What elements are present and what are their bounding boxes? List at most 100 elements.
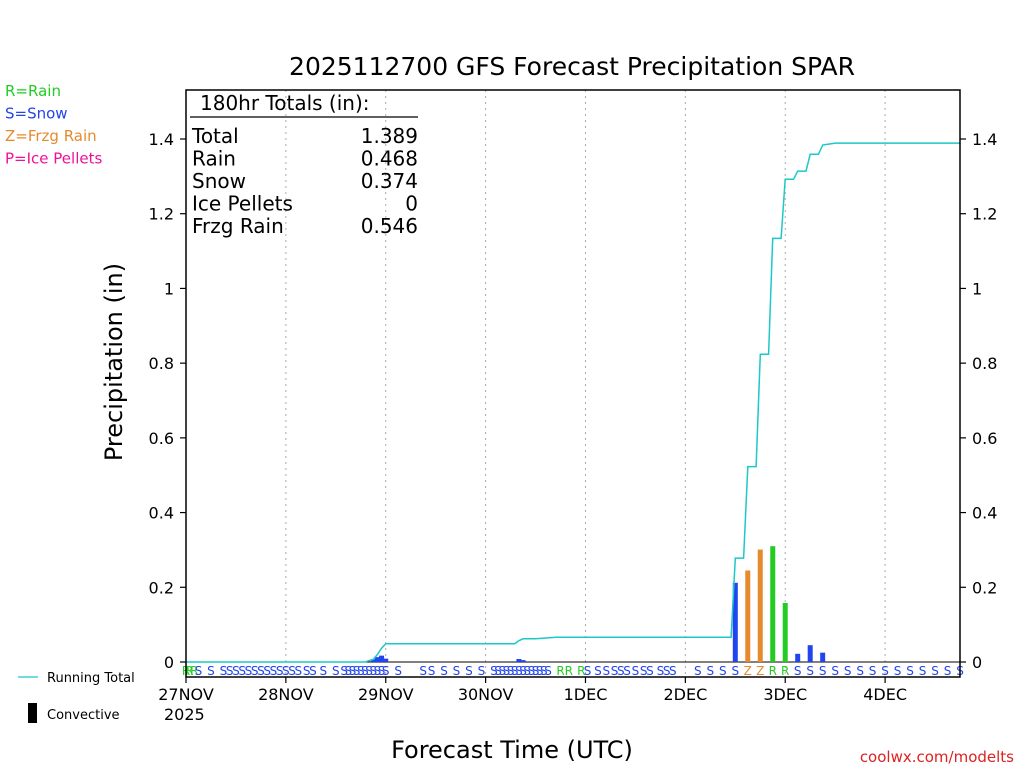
ptype-letter: R	[185, 664, 193, 678]
ptype-letter: S	[944, 664, 952, 678]
x-tick-label: 27NOV	[158, 685, 214, 704]
totals-row-value: 0	[405, 192, 418, 216]
ptype-letter: S	[856, 664, 864, 678]
ptype-letter: S	[394, 664, 402, 678]
ptype-letter: S	[309, 664, 317, 678]
ptype-letter: S	[511, 664, 519, 678]
ptype-letter: R	[781, 664, 789, 678]
ptype-letter: S	[794, 664, 802, 678]
ptype-letter: S	[382, 664, 390, 678]
y-tick-label-left: 0.8	[149, 354, 174, 373]
ptype-letter: S	[544, 664, 552, 678]
precip-bar	[374, 657, 380, 662]
ptype-letter: S	[349, 664, 357, 678]
y-tick-label-left: 1.2	[149, 205, 174, 224]
axes-layer: 0 0 0.2 0.2 0.4 0.4 0.6 0.6 0.8 0.8 1 1 1.2 1.2 1.4 1.4…	[149, 89, 997, 704]
plot-frame	[185, 89, 961, 678]
ptype-letter: S	[332, 664, 340, 678]
precip-bar	[807, 645, 813, 662]
ptype-letter: R	[190, 664, 198, 678]
ptype-letter: S	[490, 664, 498, 678]
precip-bar	[745, 570, 751, 662]
ptype-letter: S	[632, 664, 640, 678]
ptype-letter: S	[282, 664, 290, 678]
ptype-letter: S	[540, 664, 548, 678]
y-tick-label-right: 1.2	[972, 205, 997, 224]
bottom-legend: Running Total Convective	[18, 671, 135, 723]
totals-row-label: Rain	[192, 147, 236, 171]
ptype-letter: S	[844, 664, 852, 678]
totals-row-value: 1.389	[361, 124, 418, 148]
ptype-letter: S	[374, 664, 382, 678]
ptype-legend-item: P=Ice Pellets	[5, 150, 102, 168]
ptype-letter: S	[503, 664, 511, 678]
ptype-legend-item: Z=Frzg Rain	[5, 127, 97, 145]
ptype-letter: S	[220, 664, 228, 678]
ptype-letter: S	[819, 664, 827, 678]
ptype-legend: R=Rain S=Snow Z=Frzg Rain P=Ice Pellets	[5, 82, 102, 168]
convective-legend-swatch	[28, 703, 37, 723]
ptype-letter: S	[276, 664, 284, 678]
y-axis-title: Precipitation (in)	[100, 263, 128, 461]
chart-title: 2025112700 GFS Forecast Precipitation SP…	[289, 52, 855, 81]
ptype-letter: S	[270, 664, 278, 678]
x-axis-title: Forecast Time (UTC)	[391, 736, 633, 764]
ptype-letter: S	[731, 664, 739, 678]
x-tick-label: 3DEC	[763, 685, 807, 704]
precip-bar	[820, 652, 826, 662]
ptype-letter: S	[532, 664, 540, 678]
ptype-letter: S	[640, 664, 648, 678]
ptype-letter: S	[623, 664, 631, 678]
ptype-letter: S	[881, 664, 889, 678]
ptype-letter: S	[320, 664, 328, 678]
ptype-letter: S	[519, 664, 527, 678]
ptype-letter: S	[584, 664, 592, 678]
totals-row-value: 0.468	[361, 147, 418, 171]
ptype-letter: S	[344, 664, 352, 678]
y-tick-label-right: 0.6	[972, 429, 997, 448]
ptype-letter: S	[428, 664, 436, 678]
y-tick-label-right: 0.4	[972, 504, 997, 523]
ptype-letter: S	[663, 664, 671, 678]
ptype-letter: S	[494, 664, 502, 678]
ptype-letter: S	[869, 664, 877, 678]
ptype-letter: S	[617, 664, 625, 678]
totals-row-label: Snow	[192, 169, 246, 193]
ptype-letter: S	[536, 664, 544, 678]
ptype-letter: S	[694, 664, 702, 678]
running-total-line	[186, 142, 960, 663]
ptype-letter: S	[295, 664, 303, 678]
precip-bar	[757, 549, 763, 662]
ptype-letter: S	[669, 664, 677, 678]
ptype-letter: Z	[756, 664, 764, 678]
ptype-letter: S	[831, 664, 839, 678]
ptype-letter: S	[353, 664, 361, 678]
precip-bar	[520, 660, 526, 662]
ptype-legend-item: S=Snow	[5, 105, 68, 123]
y-tick-label-left: 1	[164, 279, 174, 298]
ptype-letter: S	[226, 664, 234, 678]
ptype-letter: S	[378, 664, 386, 678]
year-label: 2025	[164, 705, 205, 724]
ptype-letter: R	[769, 664, 777, 678]
precip-bar	[770, 546, 776, 662]
bars-layer	[370, 546, 826, 662]
ptype-letter: S	[507, 664, 515, 678]
x-tick-label: 29NOV	[358, 685, 414, 704]
ptype-letter: S	[523, 664, 531, 678]
precip-bar	[516, 659, 522, 662]
ptype-letter: S	[707, 664, 715, 678]
ptype-letter: S	[931, 664, 939, 678]
ptype-letter: R	[577, 664, 585, 678]
running-total-legend-label: Running Total	[47, 671, 135, 686]
ptype-letter: S	[245, 664, 253, 678]
ptype-letter: S	[263, 664, 271, 678]
precip-bar	[732, 582, 738, 662]
y-tick-label-left: 0.6	[149, 429, 174, 448]
ptype-letter: S	[657, 664, 665, 678]
credit-label: coolwx.com/modelts	[860, 748, 1014, 766]
ptype-letter: S	[357, 664, 365, 678]
convective-legend-label: Convective	[47, 708, 120, 723]
ptype-letter: S	[361, 664, 369, 678]
ptype-letter: R	[556, 664, 564, 678]
